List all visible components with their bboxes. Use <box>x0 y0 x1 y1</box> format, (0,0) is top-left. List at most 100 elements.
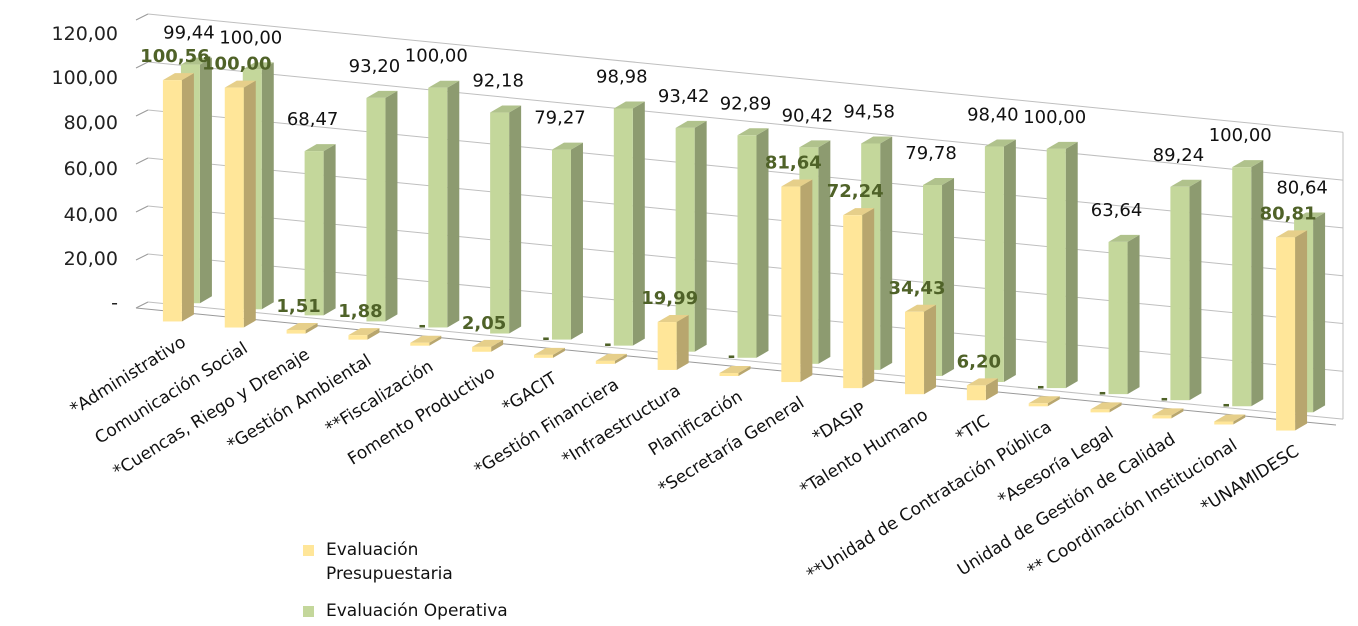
bar-side <box>323 144 336 316</box>
bar-side <box>942 177 955 376</box>
bar-top <box>1170 179 1202 187</box>
x-category-label: *TIC <box>953 411 994 447</box>
bar-budget <box>1214 414 1246 425</box>
bar-top <box>799 140 831 148</box>
bar-top <box>1276 230 1308 238</box>
bar-top <box>719 366 751 374</box>
bar-side <box>261 62 274 310</box>
bar-top <box>1090 402 1122 410</box>
data-label-operational: 99,44 <box>163 23 215 44</box>
bar-top <box>428 80 460 88</box>
data-label-budget: 72,24 <box>827 181 884 202</box>
gridline-side <box>135 253 149 261</box>
bar-front <box>1046 148 1066 389</box>
bar-side <box>1003 139 1016 383</box>
bar-budget <box>966 378 998 401</box>
data-label-budget: 19,99 <box>641 288 698 309</box>
bar-top <box>286 322 318 330</box>
data-label-operational: 63,64 <box>1091 200 1143 221</box>
bar-operational <box>1232 160 1264 407</box>
y-tick-label: 80,00 <box>64 112 118 134</box>
bar-top <box>595 353 627 361</box>
bar-side <box>429 335 442 346</box>
bar-front <box>984 146 1004 383</box>
bar-operational <box>984 139 1016 383</box>
bar-side <box>1313 212 1326 413</box>
data-label-budget: 80,81 <box>1260 203 1317 224</box>
bar-budget <box>1276 230 1308 431</box>
bar-side <box>738 366 751 377</box>
bar-front <box>1028 403 1048 407</box>
bar-front <box>490 112 510 334</box>
bar-front <box>533 354 553 358</box>
data-label-operational: 93,20 <box>349 56 401 77</box>
gridline-side <box>135 157 149 165</box>
bar-operational <box>737 128 769 358</box>
bar-budget <box>1028 396 1060 407</box>
bar-budget <box>719 366 751 377</box>
bar-top <box>781 179 813 187</box>
legend: Evaluación Presupuestaria Evaluación Ope… <box>303 540 508 621</box>
bar-top <box>551 142 583 150</box>
data-label-operational: 94,58 <box>843 101 895 122</box>
bar-operational <box>1108 234 1140 395</box>
data-labels: 99,44100,56100,00100,0068,471,5193,201,8… <box>140 23 1328 416</box>
x-category-label: *Infraestructura <box>559 381 685 470</box>
bar-side <box>181 73 194 322</box>
bar-top <box>843 208 875 216</box>
bar-front <box>1170 186 1190 401</box>
legend-swatch-operational <box>303 606 314 617</box>
bar-side <box>632 101 645 346</box>
bar-side <box>509 105 522 334</box>
bar-side <box>862 208 875 389</box>
bar-front <box>905 311 925 395</box>
data-label-operational: 93,42 <box>658 86 710 107</box>
data-label-budget: 81,64 <box>765 153 822 174</box>
bar-side <box>1233 414 1246 425</box>
bar-budget <box>224 80 256 328</box>
bar-front <box>551 149 571 340</box>
gridline <box>147 301 1344 420</box>
bar-budget <box>162 73 194 322</box>
bar-front <box>348 335 368 340</box>
bar-front <box>1108 241 1128 395</box>
bar-side <box>818 140 831 364</box>
bar-budget <box>348 328 380 340</box>
bar-front <box>657 322 677 370</box>
bar-top <box>675 120 707 128</box>
bar-top <box>366 90 398 98</box>
bar-top <box>490 105 522 113</box>
bar-side <box>985 378 998 401</box>
bar-side <box>694 120 707 352</box>
chart-bars <box>162 57 1326 431</box>
bar-side <box>385 90 398 322</box>
bar-side <box>552 347 565 358</box>
bar-operational <box>366 90 398 322</box>
bar-side <box>1127 234 1140 395</box>
gridline <box>147 13 1344 133</box>
bar-front <box>1214 421 1234 425</box>
bar-operational <box>1170 179 1202 401</box>
bar-top <box>1046 141 1078 149</box>
bar-top <box>966 378 998 386</box>
bar-top <box>923 177 955 185</box>
data-label-budget: 100,56 <box>140 46 209 67</box>
data-label-operational: 90,42 <box>782 105 834 126</box>
data-label-budget: 100,00 <box>202 54 271 75</box>
bar-top <box>304 144 336 152</box>
data-label-budget: 6,20 <box>957 351 1001 372</box>
bar-front <box>428 87 448 328</box>
bar-top <box>533 347 565 355</box>
data-label-operational: 100,00 <box>1209 125 1272 146</box>
gridline-side <box>135 13 149 21</box>
bar-side <box>570 142 583 340</box>
bar-front <box>675 127 695 352</box>
bar-front <box>1232 167 1252 407</box>
bar-budget <box>843 208 875 389</box>
bar-front <box>366 97 386 322</box>
bar-top <box>1108 234 1140 242</box>
bar-side <box>756 128 769 358</box>
data-label-operational: 92,89 <box>720 93 772 114</box>
bar-budget <box>472 339 504 352</box>
y-tick-label: 20,00 <box>64 248 118 270</box>
